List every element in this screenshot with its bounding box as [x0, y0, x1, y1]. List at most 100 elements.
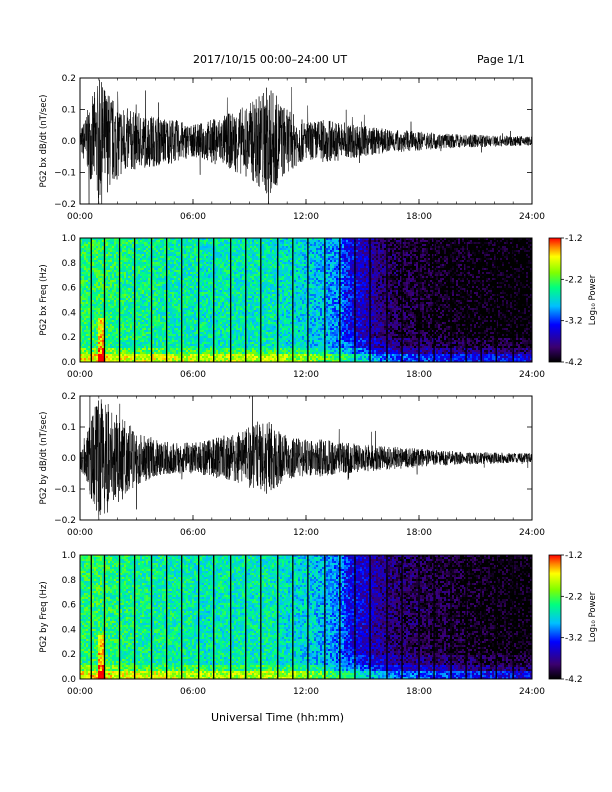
- spectrogram-cell: [94, 338, 96, 340]
- spectrogram-cell: [106, 266, 108, 268]
- spectrogram-cell: [94, 336, 96, 338]
- spectrogram-cell: [88, 244, 90, 246]
- spectrogram-cell: [94, 266, 96, 268]
- spectrogram-cell: [82, 294, 84, 296]
- spectrogram-cell: [94, 250, 96, 252]
- spectrogram-cell: [84, 326, 86, 328]
- spectrogram-cell: [84, 290, 86, 292]
- spectrogram-cell: [86, 340, 88, 342]
- spectrogram-cell: [106, 352, 108, 354]
- spectrogram-cell: [94, 264, 96, 266]
- spectrogram-cell: [88, 306, 90, 308]
- spectrogram-cell: [98, 292, 100, 294]
- spectrogram-cell: [98, 262, 100, 264]
- spectrogram-cell: [98, 272, 100, 274]
- spectrogram-cell: [86, 294, 88, 296]
- spectrogram-cell: [84, 310, 86, 312]
- spectrogram-cell: [94, 356, 96, 358]
- spectrogram-cell: [82, 340, 84, 342]
- spectrogram-cell: [88, 284, 90, 286]
- spectrogram-cell: [98, 282, 100, 284]
- spectrogram-cell: [96, 296, 98, 298]
- spectrogram-cell: [106, 300, 108, 302]
- spectrogram-cell: [98, 310, 100, 312]
- spectrogram-cell: [100, 320, 102, 322]
- spectrogram-cell: [92, 284, 94, 286]
- spectrogram-cell: [88, 256, 90, 258]
- spectrogram-cell: [86, 266, 88, 268]
- spectrogram-cell: [92, 316, 94, 318]
- spectrogram-cell: [82, 268, 84, 270]
- spectrogram-cell: [106, 348, 108, 350]
- spectrogram-cell: [98, 246, 100, 248]
- spectrogram-cell: [108, 298, 110, 300]
- spectrogram-cell: [84, 300, 86, 302]
- spectrogram-cell: [108, 256, 110, 258]
- spectrogram-cell: [96, 306, 98, 308]
- spectrogram-cell: [82, 354, 84, 356]
- figure-canvas: 00:00 06:00 12:00 18:00 24:000.20.10.0−0.1−0…: [0, 0, 612, 792]
- spectrogram-cell: [100, 268, 102, 270]
- spectrogram-cell: [88, 340, 90, 342]
- spectrogram-cell: [84, 328, 86, 330]
- spectrogram-cell: [96, 328, 98, 330]
- spectrogram-cell: [82, 262, 84, 264]
- spectrogram-cell: [96, 312, 98, 314]
- spectrogram-cell: [84, 248, 86, 250]
- spectrogram-cell: [82, 316, 84, 318]
- spectrogram-cell: [82, 298, 84, 300]
- spectrogram-cell: [106, 246, 108, 248]
- spectrogram-cell: [100, 324, 102, 326]
- spectrogram-cell: [100, 248, 102, 250]
- spectrogram-cell: [88, 262, 90, 264]
- spectrogram-cell: [106, 264, 108, 266]
- spectrogram-cell: [98, 258, 100, 260]
- spectrogram-cell: [106, 316, 108, 318]
- spectrogram-cell: [86, 240, 88, 242]
- spectrogram-cell: [86, 316, 88, 318]
- spectrogram-cell: [84, 358, 86, 360]
- spectrogram-cell: [88, 316, 90, 318]
- spectrogram-cell: [96, 282, 98, 284]
- spectrogram-cell: [96, 276, 98, 278]
- spectrogram-cell: [98, 334, 100, 336]
- spectrogram-cell: [92, 356, 94, 358]
- spectrogram-cell: [88, 274, 90, 276]
- spectrogram-cell: [88, 354, 90, 356]
- spectrogram-cell: [92, 324, 94, 326]
- spectrogram-cell: [82, 332, 84, 334]
- spectrogram-cell: [82, 260, 84, 262]
- spectrogram-cell: [92, 320, 94, 322]
- spectrogram-cell: [88, 308, 90, 310]
- spectrogram-cell: [94, 268, 96, 270]
- spectrogram-cell: [96, 350, 98, 352]
- spectrogram-cell: [92, 346, 94, 348]
- spectrogram-cell: [100, 284, 102, 286]
- spectrogram-cell: [86, 264, 88, 266]
- spectrogram-cell: [98, 304, 100, 306]
- spectrogram-cell: [92, 326, 94, 328]
- spectrogram-cell: [92, 248, 94, 250]
- spectrogram-cell: [86, 262, 88, 264]
- x-tick-label: 00:00: [67, 212, 93, 222]
- spectrogram-cell: [86, 276, 88, 278]
- spectrogram-cell: [106, 272, 108, 274]
- spectrogram-cell: [88, 318, 90, 320]
- spectrogram-cell: [96, 250, 98, 252]
- y-tick-label: 0.2: [62, 74, 76, 84]
- spectrogram-cell: [108, 260, 110, 262]
- spectrogram-cell: [96, 322, 98, 324]
- spectrogram-cell: [84, 324, 86, 326]
- spectrogram-cell: [82, 258, 84, 260]
- spectrogram-cell: [92, 286, 94, 288]
- spectrogram-cell: [106, 346, 108, 348]
- spectrogram-cell: [88, 328, 90, 330]
- spectrogram-cell: [100, 352, 102, 354]
- spectrogram-cell: [108, 350, 110, 352]
- spectrogram-cell: [92, 314, 94, 316]
- spectrogram-cell: [88, 312, 90, 314]
- spectrogram-cell: [96, 320, 98, 322]
- spectrogram-cell: [100, 292, 102, 294]
- spectrogram-cell: [100, 294, 102, 296]
- spectrogram-cell: [106, 240, 108, 242]
